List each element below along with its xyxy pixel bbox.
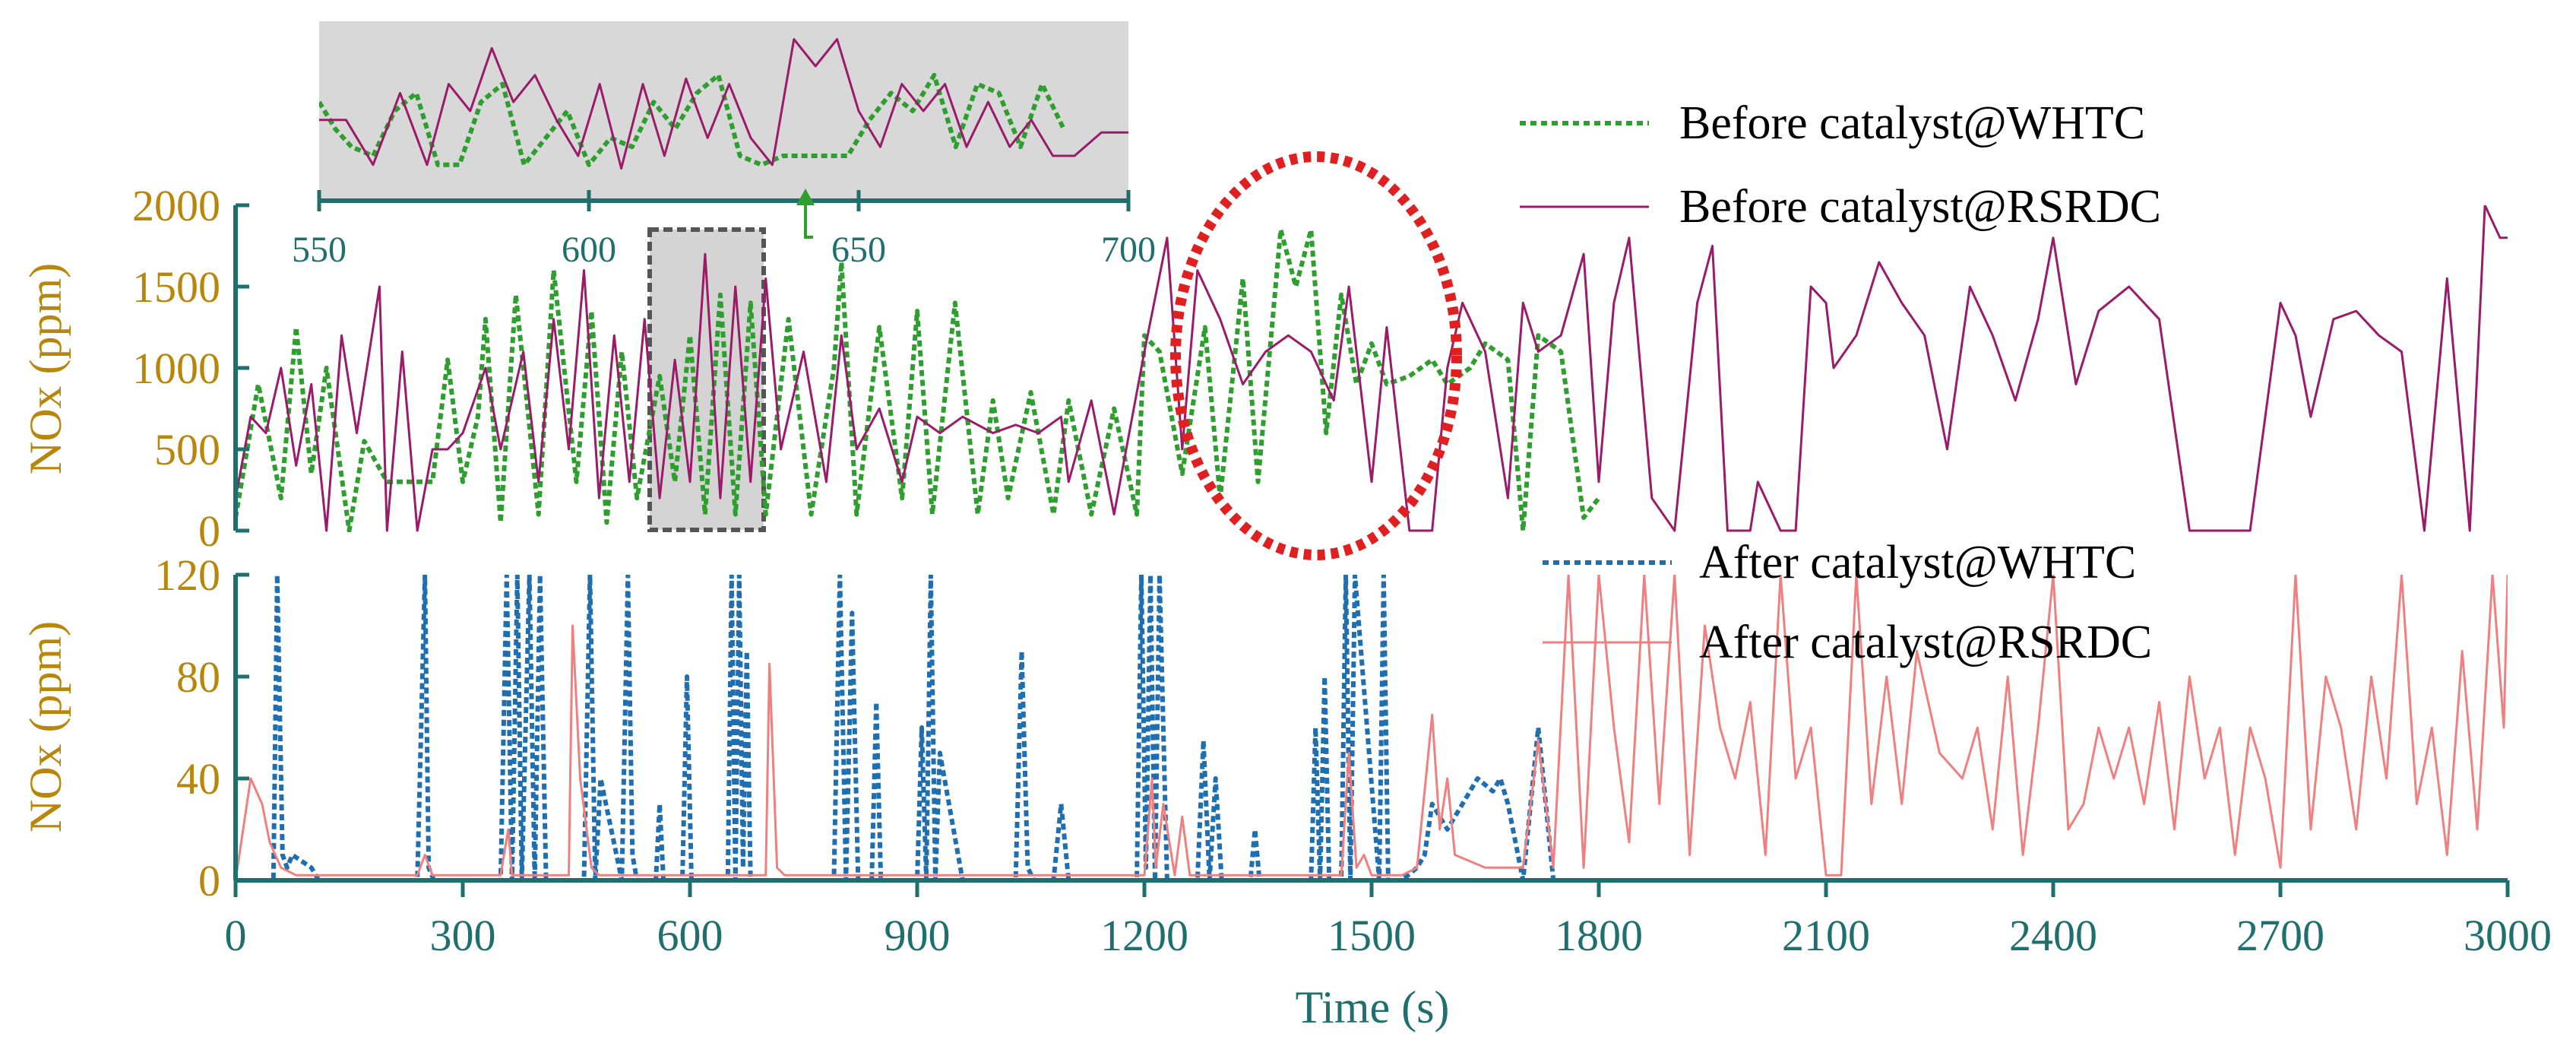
top-y-tick-label: 1500 [132, 262, 220, 312]
bottom-legend: After catalyst@WHTC After catalyst@RSRDC [1543, 537, 2152, 668]
inset-pointer-arrowhead [796, 189, 815, 205]
top-y-tick-label: 1000 [132, 344, 220, 393]
inset-series-before-catalyst-rsrdc [319, 38, 1128, 170]
top-y-tick-label: 500 [154, 425, 220, 474]
bottom-y-tick-label: 120 [154, 550, 220, 600]
x-tick-label: 900 [885, 911, 951, 960]
inset-tick-label: 600 [562, 230, 616, 270]
x-tick-label: 1500 [1328, 911, 1416, 960]
x-tick-label: 3000 [2464, 911, 2552, 960]
bottom-series-after-catalyst-rsrdc [236, 575, 2508, 881]
top-y-tick-group: 0 500 1000 1500 2000 [132, 181, 249, 556]
inset-series-before-catalyst-whtc [319, 72, 1066, 167]
bottom-y-axis-label: NOx (ppm) [21, 621, 71, 832]
top-y-tick-label: 2000 [132, 181, 220, 230]
bottom-y-tick-group: 0 40 80 120 [154, 550, 249, 905]
x-tick-label: 300 [430, 911, 496, 960]
x-tick-label: 600 [657, 911, 723, 960]
top-legend: Before catalyst@WHTC Before catalyst@RSR… [1520, 97, 2161, 233]
x-tick-label: 0 [225, 911, 247, 960]
x-tick-label: 2700 [2236, 911, 2324, 960]
inset-series-group [319, 38, 1128, 170]
top-series-before-catalyst-rsrdc [236, 205, 2508, 532]
x-tick-label: 1800 [1555, 911, 1643, 960]
inset-tick-group: 550 600 650 700 [292, 190, 1156, 270]
inset-tick-label: 700 [1101, 230, 1156, 270]
bottom-series-after-catalyst-whtc [236, 575, 1599, 883]
top-y-tick-label: 0 [198, 506, 220, 556]
top-series-group [236, 205, 2508, 532]
inset-pointer-arrow [804, 201, 813, 239]
top-series-before-catalyst-whtc [236, 227, 1601, 532]
x-tick-label: 1200 [1100, 911, 1188, 960]
bottom-x-tick-group: 0 300 600 900 1200 1500 1800 2100 2400 2700 3000 [225, 880, 2552, 960]
x-axis-label: Time (s) [1296, 982, 1450, 1032]
x-tick-label: 2400 [2009, 911, 2097, 960]
highlight-ellipse [1170, 151, 1462, 560]
legend-label-whtc-after: After catalyst@WHTC [1699, 537, 2136, 588]
legend-label-rsrdc-before: Before catalyst@RSRDC [1679, 181, 2161, 233]
bottom-y-tick-label: 80 [176, 652, 220, 702]
bottom-y-tick-label: 40 [176, 754, 220, 804]
inset-tick-label: 550 [292, 230, 347, 270]
x-tick-label: 2100 [1782, 911, 1870, 960]
bottom-series-group [236, 575, 2508, 883]
bottom-y-tick-label: 0 [198, 856, 220, 905]
legend-label-rsrdc-after: After catalyst@RSRDC [1699, 617, 2152, 668]
legend-label-whtc-before: Before catalyst@WHTC [1679, 97, 2145, 149]
top-y-axis-label: NOx (ppm) [21, 263, 71, 474]
